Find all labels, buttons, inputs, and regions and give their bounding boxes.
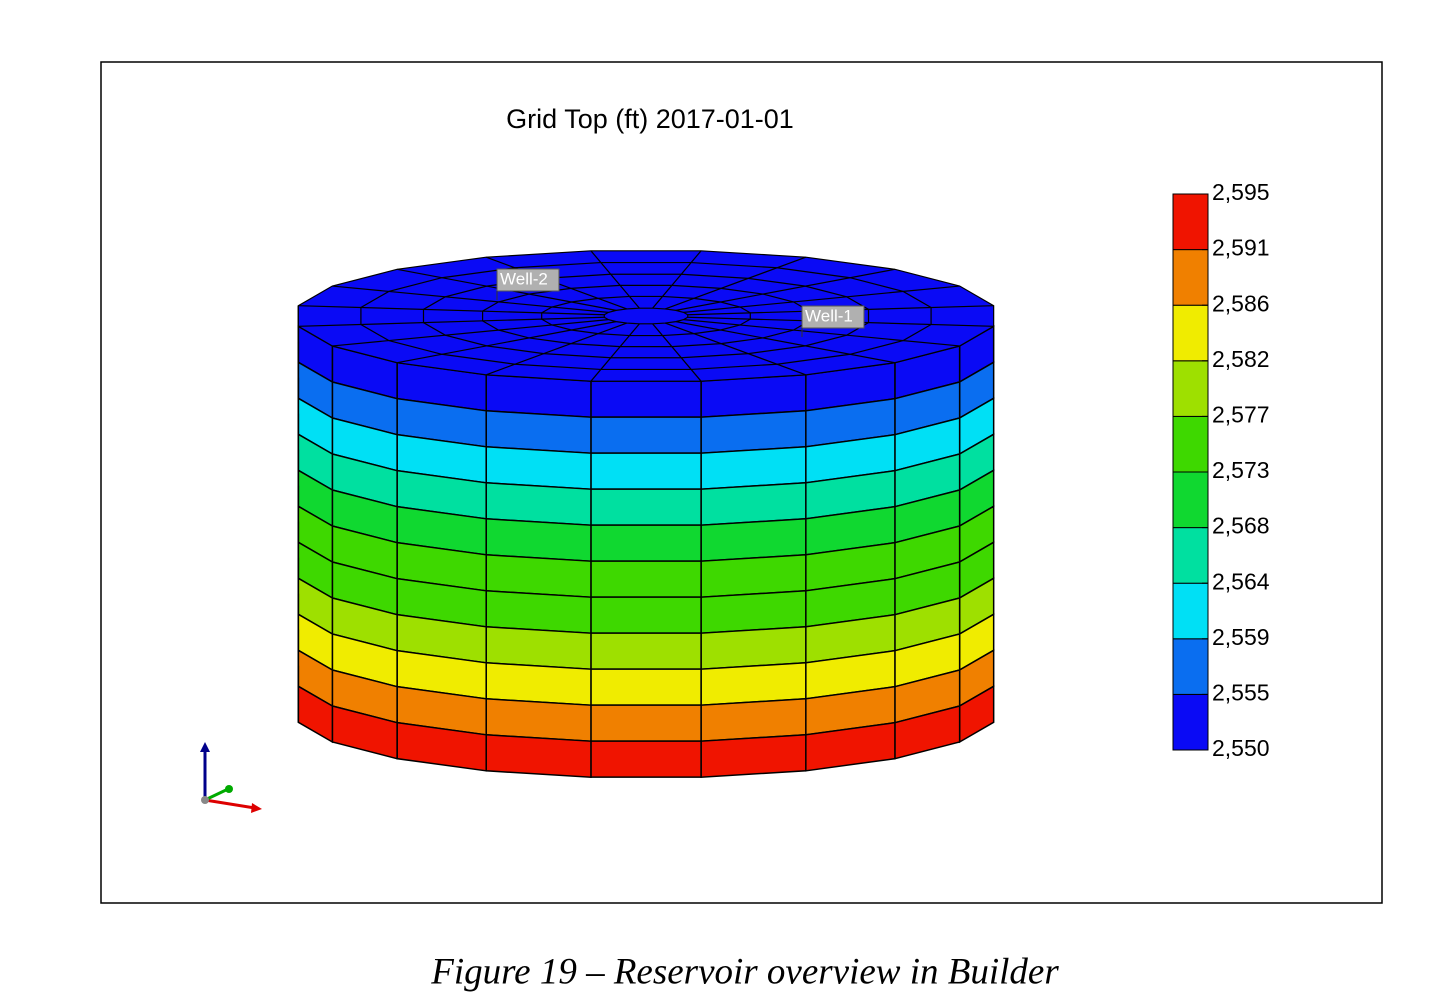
top-radial	[298, 316, 605, 327]
top-radial	[664, 256, 807, 310]
top-radial	[675, 268, 896, 311]
well-label-box	[801, 305, 865, 329]
colorbar-band	[1172, 304, 1209, 362]
side-cell	[485, 734, 592, 778]
well-label-box	[496, 268, 560, 292]
top-radial	[675, 321, 896, 364]
z-arrow	[200, 742, 210, 752]
side-cell	[700, 734, 807, 778]
side-cell	[700, 374, 807, 418]
side-cell	[485, 410, 592, 454]
side-cell	[590, 740, 702, 778]
colorbar-label: 2,586	[1212, 290, 1270, 316]
colorbar-label: 2,559	[1212, 624, 1270, 650]
side-cell	[485, 374, 592, 418]
top-radial	[590, 323, 640, 382]
origin	[201, 796, 209, 804]
top-radial	[332, 318, 609, 347]
colorbar-label: 2,591	[1212, 235, 1270, 261]
y-arrow	[225, 785, 233, 793]
colorbar-label: 2,582	[1212, 346, 1270, 372]
colorbar-band	[1172, 638, 1209, 695]
side-cell	[590, 668, 702, 706]
top-radial	[683, 285, 960, 314]
colorbar: 2,550 2,555 2,559 2,564 2,568 2,573 2,577 2,582…	[1172, 179, 1270, 761]
side-cell	[590, 452, 702, 490]
colorbar-band	[1172, 360, 1209, 417]
side-cell	[485, 626, 592, 670]
colorbar-label: 2,555	[1212, 679, 1270, 705]
x-arrow	[251, 803, 262, 813]
side-cell	[590, 416, 702, 454]
colorbar-label: 2,564	[1212, 568, 1270, 594]
top-radial	[683, 318, 960, 347]
side-cell	[700, 662, 807, 706]
reservoir-grid: Well-2 Well-1	[297, 250, 995, 778]
top-radial	[590, 250, 640, 309]
top-radial	[298, 305, 605, 316]
side-cell	[485, 590, 592, 634]
side-cell	[485, 518, 592, 562]
side-cell	[700, 446, 807, 490]
side-cell	[700, 554, 807, 598]
top-radial	[332, 285, 609, 314]
side-cell	[590, 524, 702, 562]
side-cell	[700, 410, 807, 454]
well-label: Well-2	[500, 269, 548, 288]
side-cell	[485, 662, 592, 706]
colorbar-band	[1172, 693, 1209, 751]
side-cell	[700, 482, 807, 526]
colorbar-band	[1172, 582, 1209, 640]
colorbar-band	[1172, 193, 1209, 251]
well-label: Well-1	[805, 306, 853, 325]
top-ring	[603, 307, 689, 325]
top-radial	[652, 323, 702, 382]
colorbar-band	[1172, 415, 1209, 473]
top-radial	[664, 322, 807, 376]
side-cell	[485, 446, 592, 490]
colorbar-band	[1172, 249, 1209, 306]
colorbar-label: 2,577	[1212, 401, 1270, 427]
top-radial	[652, 250, 702, 309]
top-radial	[485, 322, 628, 376]
side-cell	[590, 488, 702, 526]
side-cell	[485, 482, 592, 526]
side-cell	[485, 698, 592, 742]
side-cell	[485, 554, 592, 598]
side-cell	[700, 626, 807, 670]
colorbar-label: 2,595	[1212, 179, 1270, 205]
side-cell	[700, 518, 807, 562]
side-cell	[590, 380, 702, 418]
colorbar-label: 2,573	[1212, 457, 1270, 483]
colorbar-band	[1172, 471, 1209, 529]
colorbar-label: 2,550	[1212, 735, 1270, 761]
caption: Figure 19 – Reservoir overview in Builde…	[430, 951, 1059, 992]
side-cell	[590, 560, 702, 598]
side-cell	[700, 590, 807, 634]
colorbar-band	[1172, 527, 1209, 584]
side-cell	[590, 632, 702, 670]
axis-triad	[200, 742, 262, 813]
x-axis	[204, 798, 256, 810]
side-cell	[700, 698, 807, 742]
side-cell	[590, 596, 702, 634]
side-cell	[590, 704, 702, 742]
chart-title: Grid Top (ft) 2017-01-01	[506, 104, 794, 134]
colorbar-label: 2,568	[1212, 513, 1270, 539]
top-radial	[396, 321, 617, 364]
